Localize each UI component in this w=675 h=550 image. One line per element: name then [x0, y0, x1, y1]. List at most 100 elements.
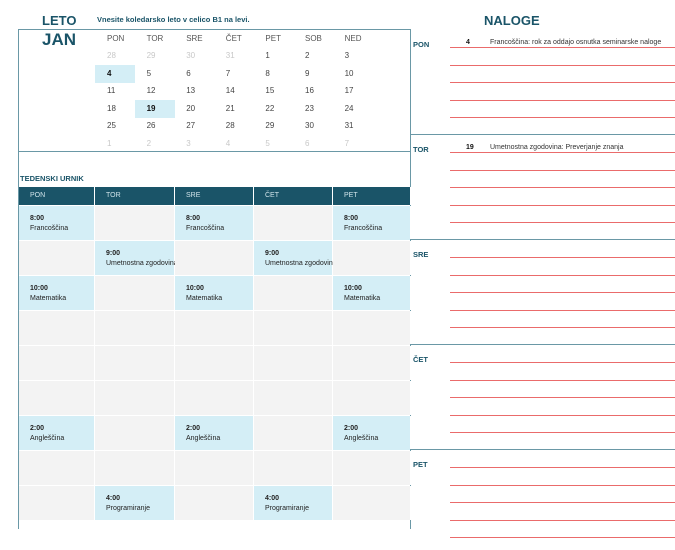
calendar-day[interactable]: 4	[95, 64, 135, 83]
task-line[interactable]	[450, 274, 675, 276]
schedule-cell[interactable]	[333, 346, 411, 380]
calendar-day[interactable]: 28	[107, 51, 116, 60]
schedule-cell[interactable]	[19, 241, 95, 275]
task-line[interactable]	[450, 414, 675, 416]
task-line[interactable]	[450, 379, 675, 381]
schedule-cell[interactable]	[175, 451, 254, 485]
schedule-cell[interactable]	[254, 346, 333, 380]
schedule-cell[interactable]	[95, 276, 175, 310]
task-line[interactable]	[450, 82, 675, 83]
task-line[interactable]	[450, 327, 675, 328]
calendar-day[interactable]: 24	[344, 103, 354, 113]
schedule-cell[interactable]	[95, 381, 175, 415]
task-line[interactable]	[450, 222, 675, 223]
calendar-day[interactable]: 18	[107, 103, 116, 113]
task-text[interactable]: Francoščina: rok za oddajo osnutka semin…	[490, 39, 662, 46]
schedule-cell[interactable]: 4:00 Programiranje	[254, 486, 333, 520]
calendar-day[interactable]: 25	[107, 121, 116, 131]
calendar-day[interactable]: 4	[225, 139, 231, 148]
task-line[interactable]	[450, 64, 675, 66]
task-line[interactable]	[450, 397, 675, 398]
calendar-day[interactable]: 14	[225, 86, 235, 96]
calendar-day[interactable]: 11	[107, 86, 116, 96]
calendar-day[interactable]: 7	[344, 139, 350, 148]
calendar-day[interactable]: 6	[305, 139, 310, 148]
schedule-cell[interactable]	[95, 206, 175, 240]
schedule-cell[interactable]	[19, 311, 95, 345]
calendar-day[interactable]: 19	[134, 99, 175, 118]
calendar-day[interactable]: 31	[225, 51, 235, 60]
schedule-cell[interactable]	[254, 276, 333, 310]
calendar-day[interactable]: 30	[186, 51, 196, 60]
task-line[interactable]	[450, 204, 675, 206]
schedule-cell[interactable]	[333, 311, 411, 345]
schedule-cell[interactable]	[333, 241, 411, 275]
schedule-cell[interactable]: 8:00 Francoščina	[175, 206, 254, 240]
schedule-cell[interactable]: 8:00 Francoščina	[333, 206, 411, 240]
schedule-cell[interactable]	[254, 416, 333, 450]
schedule-cell[interactable]: 9:00 Umetnostna zgodovina	[95, 241, 178, 275]
task-line[interactable]	[450, 257, 675, 258]
task-line[interactable]	[450, 309, 675, 311]
calendar-day[interactable]: 29	[265, 121, 275, 131]
calendar-day[interactable]: 20	[186, 103, 196, 113]
calendar-day[interactable]: 2	[146, 139, 152, 148]
schedule-cell[interactable]	[333, 486, 411, 520]
calendar-day[interactable]: 9	[305, 68, 310, 78]
calendar-day[interactable]: 8	[265, 68, 270, 78]
schedule-cell[interactable]	[95, 451, 175, 485]
schedule-cell[interactable]: 10:00 Matematika	[19, 276, 95, 310]
schedule-cell[interactable]	[254, 381, 333, 415]
schedule-cell[interactable]	[19, 451, 95, 485]
task-line[interactable]	[450, 537, 675, 538]
calendar-day[interactable]: 30	[305, 121, 314, 131]
schedule-cell[interactable]	[175, 381, 254, 415]
calendar-day[interactable]: 26	[146, 121, 156, 131]
schedule-cell[interactable]	[333, 381, 411, 415]
calendar-day[interactable]: 1	[107, 139, 112, 148]
calendar-day[interactable]: 22	[265, 103, 275, 113]
calendar-day[interactable]: 10	[344, 68, 354, 78]
schedule-cell[interactable]	[254, 311, 333, 345]
task-line[interactable]	[450, 467, 675, 468]
task-text[interactable]: Umetnostna zgodovina: Preverjanje znanja	[490, 144, 624, 151]
task-line[interactable]	[450, 502, 675, 503]
calendar-day[interactable]: 16	[305, 86, 314, 96]
task-line[interactable]	[450, 187, 675, 188]
calendar-day[interactable]: 6	[186, 68, 191, 78]
schedule-cell[interactable]: 10:00 Matematika	[175, 276, 254, 310]
calendar-day[interactable]: 13	[186, 86, 196, 96]
calendar-day[interactable]: 1	[265, 51, 270, 60]
calendar-day[interactable]: 21	[225, 103, 235, 113]
calendar-day[interactable]: 17	[344, 86, 354, 96]
schedule-cell[interactable]	[175, 241, 254, 275]
calendar-day[interactable]: 23	[305, 103, 314, 113]
schedule-cell[interactable]	[254, 451, 333, 485]
schedule-cell[interactable]	[333, 451, 411, 485]
schedule-cell[interactable]	[254, 206, 333, 240]
schedule-cell[interactable]	[19, 486, 95, 520]
calendar-day[interactable]: 31	[344, 121, 354, 131]
schedule-cell[interactable]	[175, 346, 254, 380]
calendar-day[interactable]: 5	[265, 139, 270, 148]
calendar-day[interactable]: 15	[265, 86, 275, 96]
calendar-day[interactable]: 7	[225, 68, 231, 78]
task-line[interactable]	[450, 292, 675, 293]
calendar-day[interactable]: 2	[305, 51, 310, 60]
task-line[interactable]	[450, 117, 675, 118]
calendar-day[interactable]: 5	[146, 68, 152, 78]
schedule-cell[interactable]: 8:00 Francoščina	[19, 206, 95, 240]
schedule-cell[interactable]: 4:00 Programiranje	[95, 486, 175, 520]
calendar-day[interactable]: 28	[225, 121, 235, 131]
task-line[interactable]	[450, 362, 675, 363]
task-line[interactable]	[450, 484, 675, 486]
schedule-cell[interactable]	[19, 346, 95, 380]
task-line[interactable]	[450, 432, 675, 433]
schedule-cell[interactable]: 10:00 Matematika	[333, 276, 411, 310]
schedule-cell[interactable]	[19, 381, 95, 415]
calendar-day[interactable]: 29	[146, 51, 156, 60]
calendar-day[interactable]: 3	[344, 51, 350, 60]
schedule-cell[interactable]	[175, 486, 254, 520]
schedule-cell[interactable]: 9:00 Umetnostna zgodovina	[254, 241, 337, 275]
schedule-cell[interactable]	[95, 346, 175, 380]
